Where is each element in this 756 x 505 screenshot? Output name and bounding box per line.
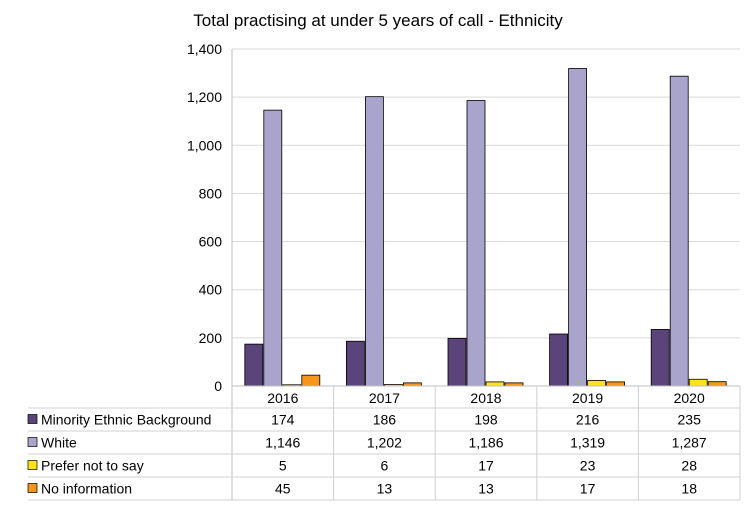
bar bbox=[688, 378, 708, 387]
bar bbox=[466, 100, 486, 387]
table-cell-value: 1,186 bbox=[468, 435, 503, 451]
bar bbox=[244, 343, 264, 387]
legend-label: Prefer not to say bbox=[41, 458, 144, 474]
x-category-label: 2018 bbox=[470, 390, 501, 406]
bars bbox=[244, 68, 727, 387]
table-cell-value: 18 bbox=[681, 481, 697, 497]
legend-swatch bbox=[27, 414, 38, 424]
bar bbox=[549, 333, 568, 387]
table-cell-value: 1,202 bbox=[367, 435, 402, 451]
bar bbox=[707, 381, 727, 387]
table-cell-value: 28 bbox=[681, 458, 697, 474]
bar bbox=[568, 68, 587, 387]
legend-swatch bbox=[27, 460, 38, 470]
data-table: 2016 2017 2018 2019 2020 Minority Ethnic Back… bbox=[27, 390, 707, 497]
y-tick-label: 200 bbox=[199, 330, 223, 346]
table-cell-value: 216 bbox=[576, 412, 600, 428]
legend-label: Minority Ethnic Background bbox=[41, 412, 211, 428]
bar bbox=[263, 109, 283, 387]
legend-swatch bbox=[27, 483, 38, 493]
y-tick-label: 800 bbox=[199, 185, 223, 201]
bar bbox=[345, 340, 365, 387]
table-cell-value: 17 bbox=[580, 481, 596, 497]
bar bbox=[301, 374, 321, 387]
y-tick-label: 600 bbox=[199, 234, 223, 250]
chart-title: Total practising at under 5 years of cal… bbox=[193, 11, 563, 30]
y-tick-label: 1,400 bbox=[187, 41, 222, 57]
table-cell-value: 1,319 bbox=[570, 435, 605, 451]
bar bbox=[650, 329, 670, 387]
legend-label: White bbox=[41, 435, 77, 451]
table-cell-value: 174 bbox=[271, 412, 295, 428]
y-tick-label: 1,000 bbox=[187, 137, 222, 153]
bar bbox=[606, 381, 625, 387]
table-cell-value: 235 bbox=[678, 412, 702, 428]
table-cell-value: 1,146 bbox=[265, 435, 300, 451]
table-cell-value: 186 bbox=[373, 412, 397, 428]
x-category-label: 2017 bbox=[369, 390, 400, 406]
table-cell-value: 198 bbox=[474, 412, 498, 428]
y-axis-tick-labels: 0 200 400 600 800 1,000 1,200 1,400 bbox=[187, 41, 222, 394]
bar bbox=[485, 381, 505, 387]
legend-label: No information bbox=[41, 481, 132, 497]
x-category-label: 2019 bbox=[572, 390, 603, 406]
bar bbox=[364, 96, 384, 387]
table-cell-value: 13 bbox=[377, 481, 393, 497]
table-cell-value: 23 bbox=[580, 458, 596, 474]
table-cell-value: 45 bbox=[275, 481, 291, 497]
bar bbox=[669, 75, 689, 387]
table-cell-value: 13 bbox=[478, 481, 494, 497]
y-tick-label: 1,200 bbox=[187, 89, 222, 105]
y-tick-label: 0 bbox=[214, 378, 222, 394]
table-cell-value: 1,287 bbox=[672, 435, 707, 451]
x-category-label: 2016 bbox=[267, 390, 298, 406]
x-category-label: 2020 bbox=[674, 390, 705, 406]
y-tick-label: 400 bbox=[199, 282, 223, 298]
table-cell-value: 5 bbox=[279, 458, 287, 474]
axis-lines bbox=[28, 49, 741, 501]
table-cell-value: 17 bbox=[478, 458, 494, 474]
table-cell-value: 6 bbox=[381, 458, 389, 474]
bar bbox=[447, 337, 467, 387]
bar bbox=[587, 380, 606, 387]
legend-swatch bbox=[27, 437, 38, 447]
grid-lines bbox=[232, 48, 740, 339]
